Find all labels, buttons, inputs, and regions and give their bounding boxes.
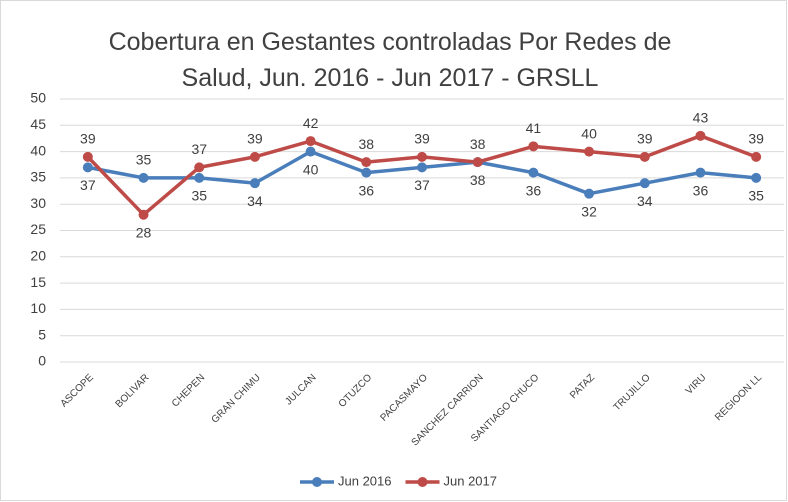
data-point (695, 130, 706, 141)
data-point (639, 178, 650, 189)
legend-marker (417, 477, 428, 487)
data-label: 40 (581, 125, 597, 141)
data-point (639, 151, 650, 162)
data-point (751, 151, 762, 162)
data-point (751, 172, 762, 183)
data-point (305, 146, 316, 157)
data-label: 38 (359, 136, 375, 152)
y-tick-label: 15 (30, 274, 46, 290)
data-point (417, 151, 427, 162)
data-label: 35 (748, 188, 764, 204)
data-label: 39 (748, 131, 764, 147)
data-point (194, 162, 205, 173)
y-tick-label: 5 (38, 326, 46, 342)
data-point (528, 141, 539, 152)
data-label: 39 (80, 131, 96, 147)
legend-item: Jun 2016 (300, 473, 392, 488)
x-tick-label: PATAZ (568, 372, 597, 401)
data-point (472, 157, 483, 168)
x-tick-label: OTUZCO (337, 372, 375, 410)
data-point (194, 172, 205, 183)
data-point (361, 167, 372, 178)
y-tick-label: 50 (30, 90, 46, 106)
data-label: 35 (136, 152, 152, 168)
data-label: 36 (359, 182, 375, 198)
y-tick-label: 0 (38, 353, 46, 369)
x-tick-label: TRUJILLO (612, 372, 653, 413)
data-label: 39 (247, 131, 263, 147)
data-label: 41 (526, 120, 542, 136)
data-point (417, 162, 427, 173)
legend-label: Jun 2016 (338, 473, 392, 488)
data-label: 35 (191, 188, 207, 204)
y-tick-label: 30 (30, 195, 46, 211)
data-label: 39 (414, 131, 430, 147)
data-point (305, 136, 316, 147)
data-label: 38 (470, 172, 486, 188)
x-tick-label: JULCAN (283, 372, 318, 407)
data-label: 36 (693, 182, 709, 198)
data-point (138, 209, 149, 220)
data-point (695, 167, 706, 178)
data-label: 40 (303, 161, 319, 177)
legend-marker (312, 477, 322, 487)
x-tick-label: VIRU (684, 372, 709, 397)
x-tick-label: ASCOPE (59, 372, 96, 409)
y-tick-label: 40 (30, 142, 46, 158)
data-label: 38 (470, 136, 486, 152)
data-point (584, 188, 595, 199)
data-label: 36 (526, 182, 542, 198)
chart-title: Cobertura en Gestantes controladas Por R… (108, 28, 672, 92)
y-tick-label: 25 (30, 221, 46, 237)
x-tick-label: CHEPEN (170, 372, 207, 409)
y-tick-label: 20 (30, 248, 46, 264)
data-label: 32 (581, 203, 597, 219)
data-point (82, 151, 93, 162)
data-point (361, 157, 372, 168)
legend-item: Jun 2017 (405, 473, 498, 488)
data-point (528, 167, 539, 178)
x-tick-label: BOLIVAR (114, 372, 152, 410)
data-label: 34 (247, 193, 263, 209)
data-label: 39 (637, 131, 653, 147)
x-tick-label: PACASMAYO (378, 372, 430, 424)
x-tick-label: REGIOON LL (713, 372, 764, 423)
data-label: 37 (80, 177, 96, 193)
data-label: 34 (637, 193, 653, 209)
data-point (138, 172, 149, 183)
data-label: 37 (191, 141, 207, 157)
y-tick-label: 35 (30, 169, 46, 185)
data-point (249, 151, 260, 162)
data-label: 37 (414, 177, 430, 193)
legend-label: Jun 2017 (444, 473, 498, 488)
data-point (584, 146, 595, 157)
data-label: 28 (136, 224, 152, 240)
y-tick-label: 45 (30, 116, 46, 132)
data-label: 42 (303, 115, 319, 131)
data-point (249, 178, 260, 189)
x-tick-label: GRAN CHIMU (210, 372, 263, 425)
series-line (86, 134, 757, 217)
data-point (82, 162, 93, 173)
data-label: 43 (693, 110, 709, 126)
y-tick-label: 10 (30, 300, 46, 316)
